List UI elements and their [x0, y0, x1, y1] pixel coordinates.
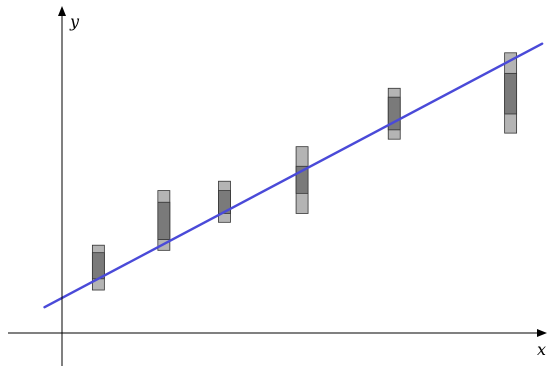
error-bar-1 — [91, 244, 105, 291]
inner-interval — [157, 201, 171, 241]
error-bar-5 — [387, 87, 401, 140]
axes-group: x y — [8, 6, 547, 366]
x-axis-label: x — [537, 340, 546, 359]
y-axis-label: y — [69, 12, 80, 31]
error-bar-2 — [157, 190, 171, 251]
error-bar-3 — [218, 180, 231, 223]
inner-interval — [91, 252, 105, 280]
inner-interval — [218, 190, 231, 214]
regression-line — [43, 42, 544, 309]
y-axis-arrow — [58, 6, 66, 16]
error-bar-6 — [504, 52, 518, 134]
error-bar-4 — [295, 146, 309, 214]
inner-interval — [504, 72, 518, 115]
x-axis-arrow — [537, 329, 547, 337]
error-bars-group — [91, 52, 518, 291]
fit-line-group — [43, 42, 544, 309]
